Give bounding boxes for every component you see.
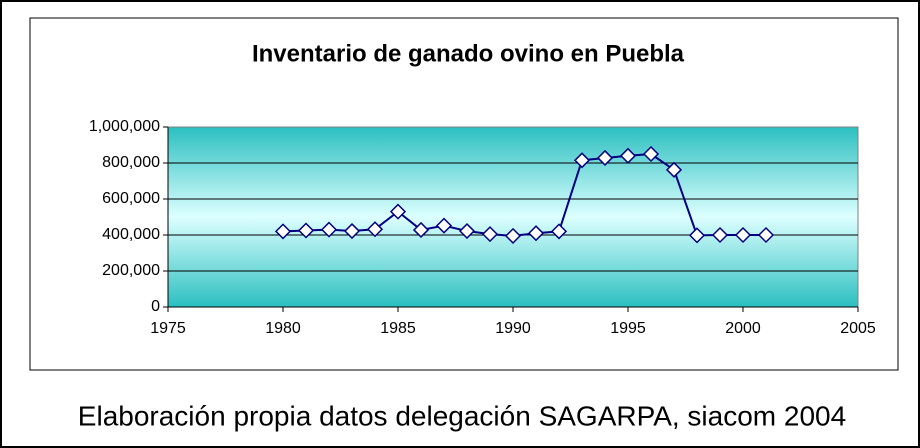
y-tick-label: 800,000 bbox=[102, 154, 160, 171]
y-tick-label: 600,000 bbox=[102, 190, 160, 207]
marker bbox=[435, 217, 453, 234]
marker bbox=[688, 227, 706, 244]
marker bbox=[619, 147, 637, 164]
chart-title: Inventario de ganado ovino en Puebla bbox=[252, 40, 685, 67]
marker bbox=[596, 149, 614, 167]
x-tick-label: 1975 bbox=[150, 320, 186, 337]
marker bbox=[734, 226, 752, 244]
marker bbox=[389, 203, 407, 220]
marker bbox=[642, 145, 660, 163]
marker bbox=[366, 221, 384, 238]
plot-area bbox=[167, 126, 859, 308]
marker bbox=[297, 222, 315, 239]
marker bbox=[711, 226, 729, 244]
y-tick-label: 200,000 bbox=[102, 262, 160, 279]
y-tick-label: 0 bbox=[151, 298, 160, 315]
y-tick-label: 1,000,000 bbox=[89, 118, 160, 135]
x-tick-label: 1985 bbox=[380, 320, 416, 337]
marker bbox=[757, 226, 775, 244]
marker bbox=[573, 152, 591, 169]
series-line bbox=[282, 152, 766, 237]
marker bbox=[550, 223, 568, 240]
x-tick-label: 2000 bbox=[725, 320, 761, 337]
marker bbox=[412, 221, 430, 239]
x-tick-label: 2005 bbox=[840, 320, 876, 337]
x-tick-label: 1995 bbox=[610, 320, 646, 337]
marker bbox=[320, 221, 338, 238]
marker bbox=[343, 222, 361, 240]
y-tick-label: 400,000 bbox=[102, 226, 160, 243]
marker bbox=[274, 223, 292, 240]
marker bbox=[665, 161, 683, 178]
marker bbox=[481, 226, 499, 243]
marker bbox=[527, 225, 545, 242]
caption: Elaboración propia datos delegación SAGA… bbox=[78, 400, 846, 431]
marker bbox=[458, 222, 476, 240]
marker bbox=[504, 227, 522, 244]
x-tick-label: 1990 bbox=[495, 320, 531, 337]
x-tick-label: 1980 bbox=[265, 320, 301, 337]
